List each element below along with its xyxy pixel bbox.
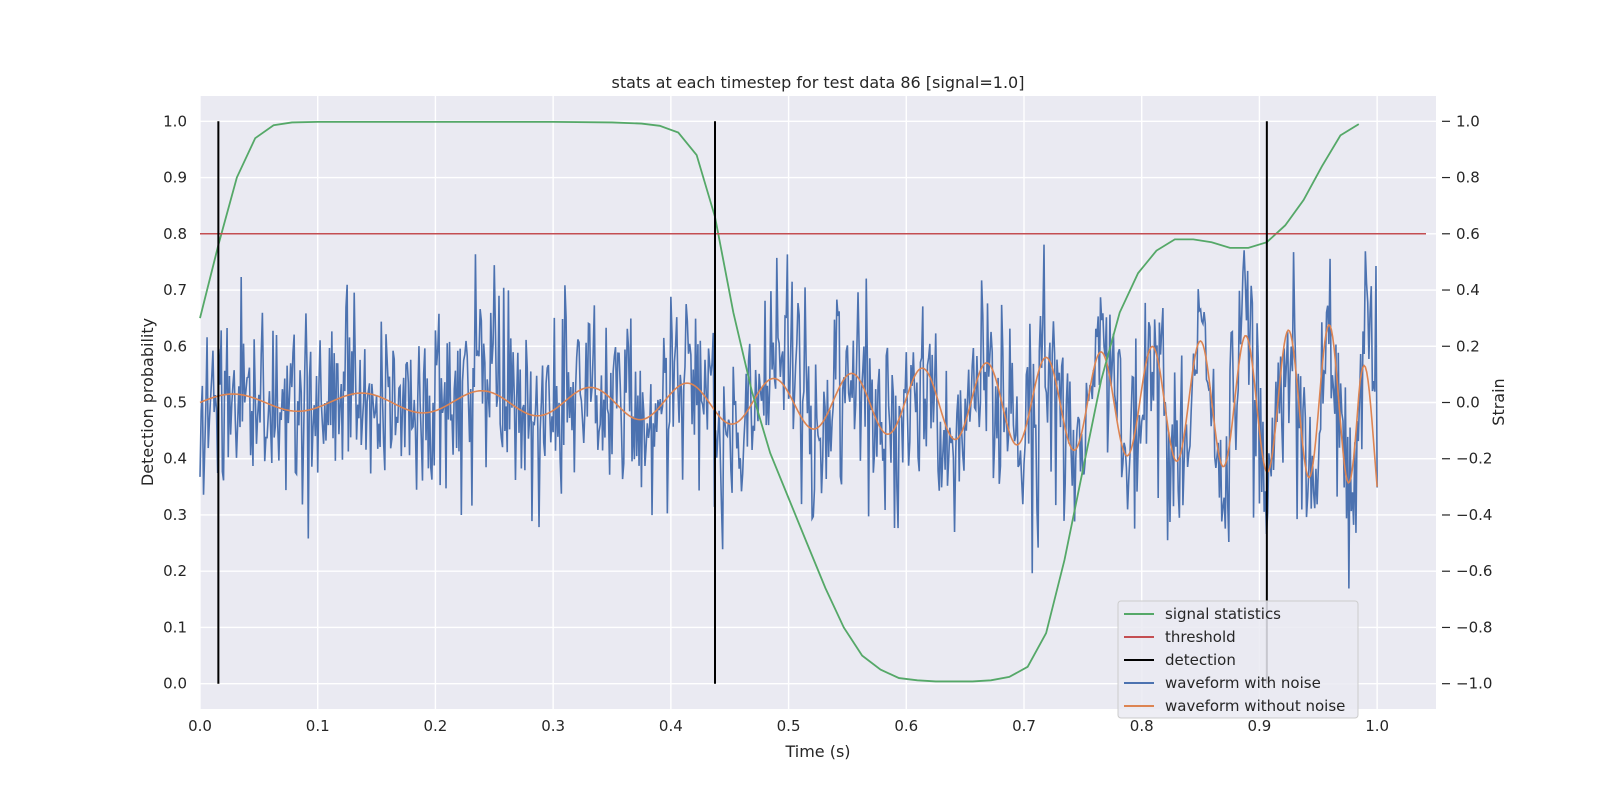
y-left-tick-label: 0.4: [163, 450, 187, 468]
legend-entry-waveform-without-noise: waveform without noise: [1124, 697, 1345, 715]
axes-group: 0.0 0.1 0.2 0.3 0.4 0.5 0.6 0.7 0.8 0.9 1.0 0.0 0.1 0…: [163, 112, 1492, 735]
x-tick-label: 0.3: [541, 717, 565, 735]
y-axis-label-right: Strain: [1489, 378, 1508, 425]
x-tick-label: 1.0: [1365, 717, 1389, 735]
y-right-tick-label: −0.8: [1456, 618, 1492, 636]
legend-label-signal-statistics: signal statistics: [1165, 605, 1281, 623]
y-right-tick-label: −0.6: [1456, 562, 1492, 580]
x-tick-label: 0.5: [777, 717, 801, 735]
y-axis-label-left: Detection probability: [138, 318, 157, 486]
y-right-tick-label: −0.4: [1456, 506, 1492, 524]
y-left-tick-label: 0.5: [163, 394, 187, 412]
y-right-tick-label: −0.2: [1456, 450, 1492, 468]
y-left-tick-label: 0.0: [163, 675, 187, 693]
x-axis-label: Time (s): [784, 742, 850, 761]
y-left-tick-label: 0.9: [163, 169, 187, 187]
legend-label-waveform-with-noise: waveform with noise: [1165, 674, 1321, 692]
legend: signal statistics threshold detection wa…: [1117, 600, 1359, 719]
y-left-tick-label: 0.6: [163, 337, 187, 355]
y-right-tick-label: 0.6: [1456, 225, 1480, 243]
y-right-tick-label: −1.0: [1456, 675, 1492, 693]
chart-title: stats at each timestep for test data 86 …: [612, 73, 1025, 92]
legend-box: [1117, 600, 1359, 719]
series-waveform-without-noise: [199, 323, 1378, 487]
x-tick-label: 0.9: [1247, 717, 1271, 735]
y-left-tick-label: 0.7: [163, 281, 187, 299]
series-waveform-with-noise: [199, 244, 1378, 589]
y-left-tick-label: 0.3: [163, 506, 187, 524]
legend-entry-detection: detection: [1124, 651, 1236, 669]
y-left-tick-label: 0.8: [163, 225, 187, 243]
y-right-tick-label: 0.0: [1456, 394, 1480, 412]
legend-label-detection: detection: [1165, 651, 1236, 669]
x-tick-label: 0.1: [306, 717, 330, 735]
x-tick-label: 0.8: [1130, 717, 1154, 735]
x-tick-label: 0.7: [1012, 717, 1036, 735]
y-left-tick-label: 0.1: [163, 618, 187, 636]
legend-label-threshold: threshold: [1165, 628, 1236, 646]
y-right-tick-label: 0.8: [1456, 169, 1480, 187]
legend-label-waveform-without-noise: waveform without noise: [1165, 697, 1345, 715]
legend-entry-waveform-with-noise: waveform with noise: [1124, 674, 1321, 692]
y-right-tick-label: 1.0: [1456, 112, 1480, 130]
y-left-tick-label: 1.0: [163, 112, 187, 130]
y-left-tick-label: 0.2: [163, 562, 187, 580]
y-right-tick-label: 0.2: [1456, 337, 1480, 355]
legend-entry-signal-statistics: signal statistics: [1124, 605, 1281, 623]
legend-entry-threshold: threshold: [1124, 628, 1236, 646]
y-right-tick-label: 0.4: [1456, 281, 1480, 299]
series-signal-statistics: [199, 120, 1360, 683]
x-tick-label: 0.6: [894, 717, 918, 735]
x-tick-label: 0.4: [659, 717, 683, 735]
series-group: [199, 120, 1426, 684]
x-tick-label: 0.2: [423, 717, 447, 735]
x-tick-label: 0.0: [188, 717, 212, 735]
